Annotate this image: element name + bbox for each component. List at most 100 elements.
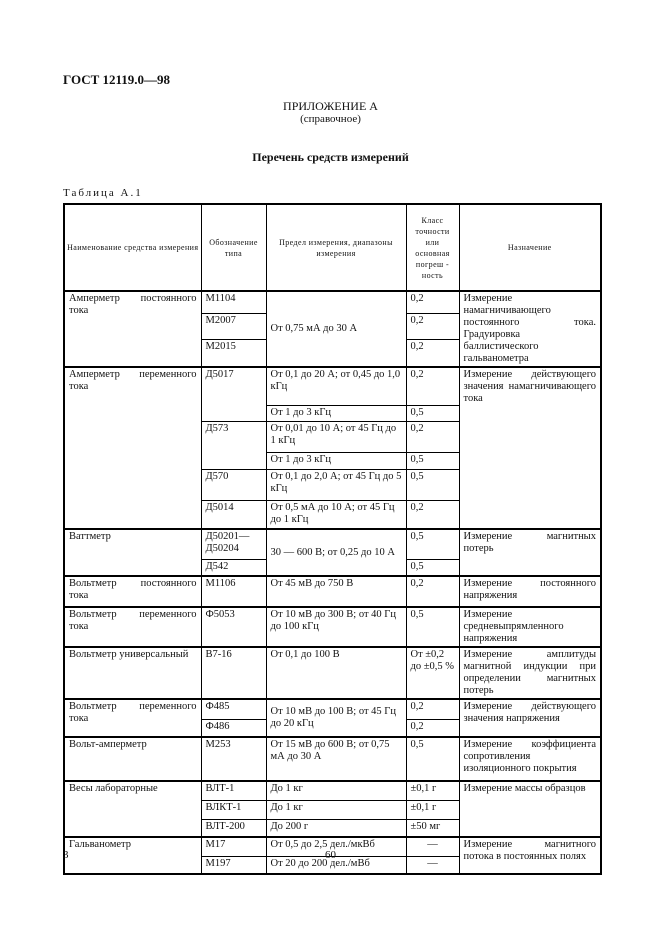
document-code: ГОСТ 12119.0—98	[63, 72, 171, 87]
instrument-name-cell: Вольтметр переменного тока	[63, 698, 202, 738]
footer-number: 3	[63, 849, 69, 861]
accuracy-class-cell: —	[405, 855, 460, 875]
instrument-name-cell: Вольт-амперметр	[63, 736, 202, 782]
type-designation-cell: М1104	[200, 290, 267, 315]
accuracy-class-cell: 0,5	[405, 451, 460, 470]
column-header-purpose: Назначение	[458, 203, 602, 292]
type-designation-cell: Д570	[200, 468, 267, 501]
table-row: Вольтметр постоянного тока М1106 От 45 мВ …	[63, 575, 602, 608]
instrument-name-cell: Ваттметр	[63, 528, 202, 577]
column-header-range: Предел измерения, диапазоны измерения	[265, 203, 407, 292]
purpose-cell: Измерение постоянного напряжения	[458, 575, 602, 608]
measurement-range-cell: От 1 до 3 кГц	[265, 451, 407, 470]
purpose-cell: Измерение коэффициента сопротивления изо…	[458, 736, 602, 782]
table-row: Д573 От 0,01 до 10 А; от 45 Гц до 1 кГц 0,…	[64, 420, 601, 470]
table-row: Д570 От 0,1 до 2,0 А; от 45 Гц до 5 кГц 0,…	[64, 468, 601, 501]
accuracy-class-cell: 0,5	[405, 558, 460, 577]
column-header-accuracy: Класс точности или основная погреш - нос…	[405, 203, 460, 292]
measurement-range-cell: До 1 кг	[265, 780, 407, 801]
type-designation-cell: Ф485	[200, 698, 267, 720]
accuracy-class-cell: 0,2	[405, 339, 460, 368]
type-designation-cell: Д5017	[200, 366, 267, 422]
instrument-name-cell: Весы лабораторные	[63, 780, 202, 838]
measurement-range-cell: От 0,1 до 100 В	[265, 646, 407, 700]
instrument-name-cell: Гальванометр	[63, 836, 202, 875]
measurement-range-cell: От 0,1 до 20 А; от 0,45 до 1,0 кГц	[265, 366, 407, 406]
accuracy-class-cell: 0,2	[405, 366, 460, 406]
table-row: Ф486 0,2	[64, 718, 601, 738]
measurement-range-cell: До 1 кг	[265, 799, 407, 820]
measurement-range-cell: От 0,01 до 10 А; от 45 Гц до 1 кГц	[265, 420, 407, 453]
measurement-range-cell: От 0,75 мА до 30 А	[265, 290, 407, 368]
table-row: Ваттметр Д50201— Д50204 30 — 600 В; от 0,2…	[63, 528, 602, 577]
table-row: Гальванометр М17 От 0,5 до 2,5 дел./мкВб — И…	[63, 836, 602, 875]
type-designation-cell: М2015	[200, 339, 267, 368]
table-row: Вольт-амперметр М253 От 15 мВ до 600 В; от…	[63, 736, 602, 782]
table-header-row: Наименование средства измерения Обозначе…	[63, 203, 602, 292]
table-caption: Таблица А.1	[63, 187, 143, 199]
purpose-cell: Измерение магнитного потока в постоянных…	[458, 836, 602, 875]
table-row: Амперметр переменного тока Д5017 От 0,1 до…	[63, 366, 602, 530]
table-row: Весы лабораторные ВЛТ-1 До 1 кг ±0,1 г Измер…	[63, 780, 602, 838]
measurement-range-cell: 30 — 600 В; от 0,25 до 10 А	[265, 528, 407, 577]
measurement-range-cell: От 45 мВ до 750 В	[265, 575, 407, 608]
accuracy-class-cell: 0,5	[405, 404, 460, 422]
accuracy-class-cell: 0,2	[405, 575, 460, 608]
type-designation-cell: М253	[200, 736, 267, 782]
purpose-cell: Измерение магнитных потерь	[458, 528, 602, 577]
accuracy-class-cell: 0,2	[405, 313, 460, 341]
accuracy-class-cell: 0,2	[405, 499, 460, 530]
table-row: Вольтметр переменного тока Ф485 От 10 мВ д…	[63, 698, 602, 738]
type-designation-cell: М197	[200, 855, 267, 875]
appendix-title: ПРИЛОЖЕНИЕ А	[283, 99, 378, 113]
table-row: Амперметр постоянного тока М1104 От 0,75 м…	[63, 290, 602, 368]
measurement-range-cell: До 200 г	[265, 818, 407, 838]
type-designation-cell: Д573	[200, 420, 267, 470]
measurement-range-cell: От 15 мВ до 600 В; от 0,75 мА до 30 А	[265, 736, 407, 782]
type-designation-cell: Д50201— Д50204	[200, 528, 267, 560]
measurement-range-cell: От 0,1 до 2,0 А; от 45 Гц до 5 кГц	[265, 468, 407, 501]
accuracy-class-cell: 0,5	[405, 606, 460, 648]
column-header-type: Обозначение типа	[200, 203, 267, 292]
purpose-cell: Измерение массы образцов	[458, 780, 602, 838]
type-designation-cell: Ф486	[200, 718, 267, 738]
accuracy-class-cell: От ±0,2 до ±0,5 %	[405, 646, 460, 700]
accuracy-class-cell: 0,2	[405, 420, 460, 453]
list-title: Перечень средств измерений	[252, 150, 409, 164]
table-row: Вольтметр универсальный В7-16 От 0,1 до 10…	[63, 646, 602, 700]
type-designation-cell: ВЛТ-200	[200, 818, 267, 838]
type-designation-cell: М2007	[200, 313, 267, 341]
accuracy-class-cell: ±0,1 г	[405, 780, 460, 801]
type-designation-cell: Д5014	[200, 499, 267, 530]
table-row: От 1 до 3 кГц 0,5	[64, 451, 601, 470]
measurement-range-cell: От 10 мВ до 300 В; от 40 Гц до 100 кГц	[265, 606, 407, 648]
table-row: Д5014 От 0,5 мА до 10 А; от 45 Гц до 1 кГ…	[64, 499, 601, 530]
page-number: 60	[325, 849, 336, 861]
accuracy-class-cell: 0,2	[405, 290, 460, 315]
table-row: ВЛТ-200 До 200 г ±50 мг	[64, 818, 601, 838]
measurement-range-cell: От 20 до 200 дел./мВб	[265, 855, 407, 875]
table-row: ВЛКТ-1 До 1 кг ±0,1 г	[64, 799, 601, 820]
accuracy-class-cell: 0,5	[405, 528, 460, 560]
type-designation-cell: В7-16	[200, 646, 267, 700]
purpose-cell: Измерение средневыпрямленного напряжения	[458, 606, 602, 648]
accuracy-class-cell: ±50 мг	[405, 818, 460, 838]
accuracy-class-cell: 0,5	[405, 468, 460, 501]
purpose-cell: Измерение действующего значения намагнич…	[458, 366, 602, 530]
instrument-name-cell: Вольтметр переменного тока	[63, 606, 202, 648]
instrument-name-cell: Вольтметр постоянного тока	[63, 575, 202, 608]
type-designation-cell: М1106	[200, 575, 267, 608]
accuracy-class-cell: 0,2	[405, 718, 460, 738]
accuracy-class-cell: ±0,1 г	[405, 799, 460, 820]
purpose-cell: Измерение амплитуды магнитной индукции п…	[458, 646, 602, 700]
type-designation-cell: ВЛКТ-1	[200, 799, 267, 820]
instrument-name-cell: Амперметр переменного тока	[63, 366, 202, 530]
purpose-cell: Измерение намагничивающего постоянного т…	[458, 290, 602, 368]
instruments-table: Наименование средства измерения Обозначе…	[63, 203, 602, 875]
measurement-range-cell: От 1 до 3 кГц	[265, 404, 407, 422]
appendix-note: (справочное)	[300, 113, 361, 125]
instrument-name-cell: Вольтметр универсальный	[63, 646, 202, 700]
type-designation-cell: Д542	[200, 558, 267, 577]
table-row: М197 От 20 до 200 дел./мВб —	[64, 855, 601, 875]
measurement-range-cell: От 0,5 мА до 10 А; от 45 Гц до 1 кГц	[265, 499, 407, 530]
